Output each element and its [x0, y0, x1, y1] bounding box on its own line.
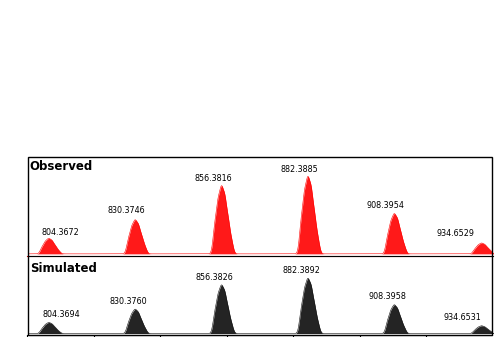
Text: Observed: Observed	[30, 160, 93, 173]
Text: 804.3672: 804.3672	[42, 228, 80, 237]
Text: Simulated: Simulated	[30, 263, 96, 275]
Text: 934.6529: 934.6529	[436, 229, 474, 238]
Text: 908.3958: 908.3958	[368, 293, 406, 302]
Text: 882.3892: 882.3892	[282, 266, 320, 275]
Text: 804.3694: 804.3694	[42, 310, 80, 319]
Text: 830.3746: 830.3746	[108, 206, 146, 215]
Text: 856.3826: 856.3826	[196, 273, 234, 282]
Text: 934.6531: 934.6531	[444, 313, 482, 323]
Text: 882.3885: 882.3885	[280, 165, 318, 174]
Text: 856.3816: 856.3816	[194, 174, 232, 183]
Text: 908.3954: 908.3954	[367, 202, 405, 211]
Text: 830.3760: 830.3760	[110, 297, 147, 306]
